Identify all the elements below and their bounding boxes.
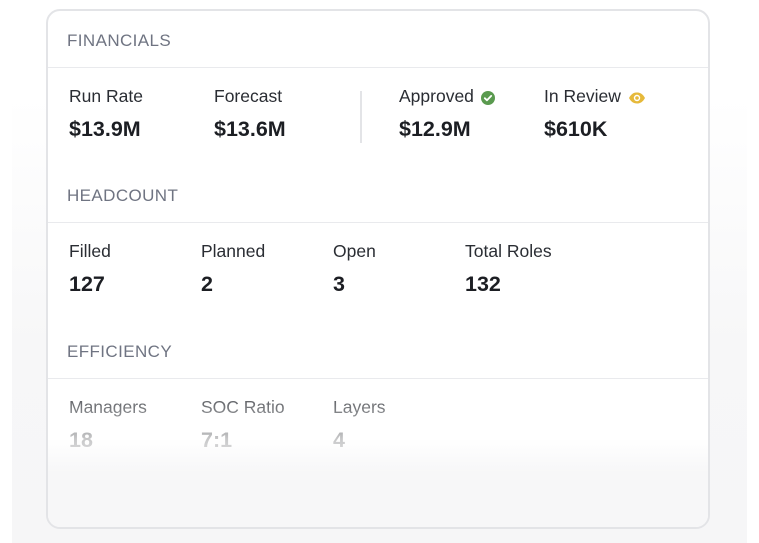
metric-total-roles: Total Roles 132 (465, 240, 552, 297)
metric-forecast: Forecast $13.6M (214, 85, 286, 142)
metric-label-row: In Review (544, 85, 646, 107)
metric-layers: Layers 4 (333, 396, 386, 453)
metric-run-rate: Run Rate $13.9M (69, 85, 143, 142)
metric-value: 4 (333, 428, 345, 452)
financials-section-header: FINANCIALS (48, 11, 708, 68)
summary-card: FINANCIALS Run Rate $13.9M Forecast $13.… (46, 9, 710, 529)
metric-value: 127 (69, 272, 105, 296)
metric-label: Total Roles (465, 240, 552, 261)
metric-in-review: In Review $610K (544, 85, 646, 142)
metric-label: Planned (201, 240, 266, 261)
efficiency-section-title: EFFICIENCY (67, 342, 173, 361)
headcount-section-header: HEADCOUNT (48, 166, 708, 223)
metric-value: 3 (333, 272, 345, 296)
metric-label-row: Approved (399, 85, 495, 107)
metric-value: $13.9M (69, 117, 141, 141)
metric-label: Managers (69, 396, 147, 417)
metric-value: $610K (544, 117, 608, 141)
eye-icon (628, 89, 646, 104)
metric-label: Filled (69, 240, 111, 261)
headcount-section-title: HEADCOUNT (67, 186, 179, 205)
metric-managers: Managers 18 (69, 396, 147, 453)
metric-value: 132 (465, 272, 501, 296)
metric-label: SOC Ratio (201, 396, 285, 417)
metric-value: $13.6M (214, 117, 286, 141)
metric-approved: Approved $12.9M (399, 85, 495, 142)
financials-section-title: FINANCIALS (67, 31, 172, 50)
check-circle-icon (480, 89, 495, 105)
metric-soc-ratio: SOC Ratio 7:1 (201, 396, 285, 453)
metric-value: 2 (201, 272, 213, 296)
metric-label: Approved (399, 85, 474, 106)
efficiency-section-header: EFFICIENCY (48, 322, 708, 379)
metric-value: 18 (69, 428, 93, 452)
metric-value: 7:1 (201, 428, 233, 452)
metric-value: $12.9M (399, 117, 471, 141)
vertical-divider (360, 91, 362, 143)
metric-label: In Review (544, 85, 621, 106)
metric-label: Open (333, 240, 376, 261)
metric-open: Open 3 (333, 240, 376, 297)
metric-filled: Filled 127 (69, 240, 111, 297)
metric-label: Run Rate (69, 85, 143, 106)
metric-label: Layers (333, 396, 386, 417)
metric-planned: Planned 2 (201, 240, 265, 297)
metric-label: Forecast (214, 85, 283, 106)
